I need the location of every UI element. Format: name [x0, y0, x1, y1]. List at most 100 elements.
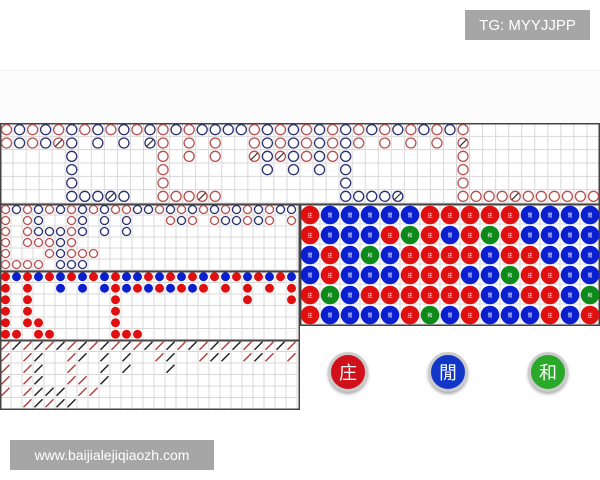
banker-mark	[22, 398, 33, 408]
player-mark	[122, 272, 131, 282]
bead-label: 閒	[347, 233, 352, 239]
player-mark	[339, 123, 352, 136]
banker-mark	[111, 306, 120, 316]
player-bead	[580, 245, 600, 265]
bead-label: 閒	[567, 233, 572, 239]
player-mark	[379, 190, 391, 203]
bead-label: 庄	[527, 292, 532, 299]
tie-bead	[360, 245, 380, 265]
tie-slash	[276, 152, 285, 161]
player-mark	[100, 283, 109, 293]
banker-mark	[587, 190, 600, 203]
banker-mark	[111, 318, 120, 328]
bead-label: 庄	[427, 252, 432, 259]
player-bead	[340, 245, 360, 265]
bead-label: 閒	[347, 213, 352, 219]
tie-slash	[146, 139, 154, 147]
banker-bead	[500, 245, 520, 265]
player-mark	[33, 204, 44, 215]
player-mark	[121, 226, 132, 237]
player-mark	[261, 163, 274, 176]
player-mark	[209, 123, 221, 136]
banker-mark	[23, 295, 32, 305]
banker-mark	[0, 341, 11, 351]
player-mark	[231, 204, 242, 215]
banker-mark	[133, 283, 142, 293]
player-mark	[132, 204, 143, 215]
banker-mark	[53, 137, 65, 149]
bead-label: 閒	[367, 313, 372, 319]
banker-mark	[196, 190, 208, 203]
player-mark	[339, 150, 352, 163]
banker-mark	[0, 364, 11, 374]
banker-mark	[221, 283, 230, 293]
player-mark	[287, 272, 296, 282]
banker-mark	[470, 190, 482, 203]
banker-mark	[1, 329, 10, 339]
banker-mark	[26, 123, 39, 136]
banker-mark	[198, 352, 209, 362]
player-mark	[170, 123, 182, 136]
player-mark	[99, 341, 110, 351]
player-mark	[339, 177, 352, 189]
player-mark	[99, 375, 110, 385]
player-button[interactable]: 閒	[428, 352, 468, 392]
banker-mark	[300, 137, 313, 149]
player-mark	[253, 204, 264, 215]
banker-mark	[88, 248, 99, 259]
banker-mark	[157, 190, 169, 203]
banker-bead	[380, 225, 400, 245]
banker-button[interactable]: 庄	[328, 352, 368, 392]
player-mark	[165, 204, 176, 215]
player-mark	[55, 341, 66, 351]
player-bead	[560, 305, 580, 325]
banker-bead	[460, 245, 480, 265]
banker-mark	[23, 272, 32, 282]
player-mark	[275, 341, 286, 351]
banker-mark	[0, 352, 11, 362]
player-mark	[105, 190, 117, 203]
header-band	[0, 70, 600, 123]
banker-bead	[400, 245, 420, 265]
player-mark	[66, 177, 78, 189]
banker-mark	[122, 329, 131, 339]
banker-mark	[220, 204, 231, 215]
banker-mark	[66, 204, 77, 215]
player-mark	[66, 190, 78, 203]
banker-mark	[77, 248, 88, 259]
bead-label: 庄	[307, 232, 312, 239]
banker-mark	[0, 215, 11, 226]
banker-mark	[166, 272, 175, 282]
player-mark	[34, 272, 43, 282]
player-mark	[44, 226, 55, 237]
tie-button[interactable]: 和	[528, 352, 568, 392]
player-mark	[77, 226, 88, 237]
bead-label: 庄	[507, 232, 512, 239]
banker-mark	[405, 137, 417, 149]
banker-mark	[264, 352, 275, 362]
bead-label: 閒	[567, 213, 572, 219]
bead-label: 庄	[407, 272, 412, 279]
bead-label: 庄	[427, 292, 432, 299]
bead-label: 和	[587, 292, 592, 299]
player-mark	[39, 137, 52, 149]
bead-label: 閒	[507, 293, 512, 299]
banker-mark	[157, 150, 169, 163]
banker-mark	[22, 387, 33, 397]
banker-bead	[420, 265, 440, 285]
player-bead	[560, 245, 580, 265]
bead-label: 閒	[467, 273, 472, 279]
player-mark	[55, 398, 66, 408]
banker-mark	[287, 295, 296, 305]
player-mark	[121, 341, 132, 351]
banker-mark	[44, 248, 55, 259]
player-mark	[209, 204, 220, 215]
bead-label: 庄	[467, 232, 472, 239]
banker-mark	[44, 341, 55, 351]
banker-mark	[77, 387, 88, 397]
player-mark	[11, 341, 22, 351]
banker-mark	[157, 123, 169, 136]
banker-mark	[496, 190, 508, 203]
banker-mark	[242, 204, 253, 215]
player-bead	[520, 225, 540, 245]
